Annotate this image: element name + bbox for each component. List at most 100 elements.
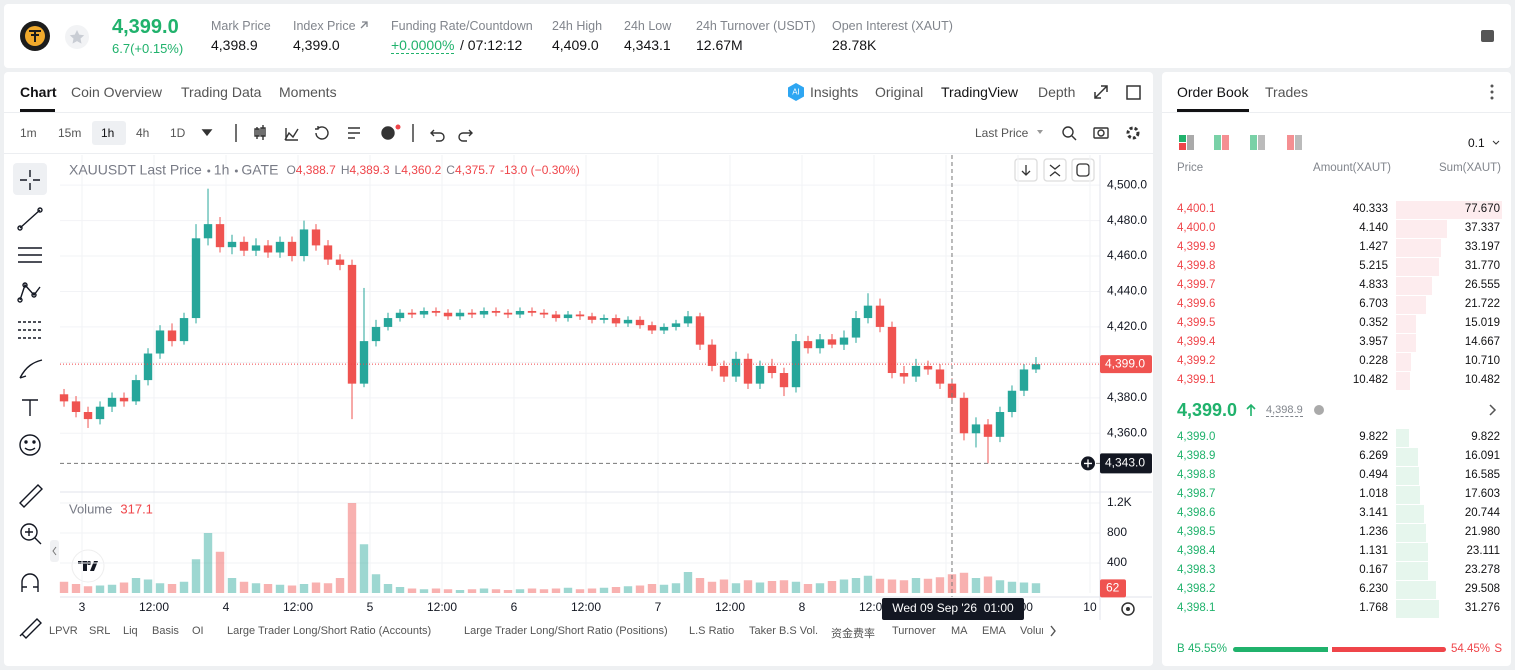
stat-label: 24h Low — [624, 19, 672, 33]
candle-body — [191, 238, 201, 319]
order-price[interactable]: 4,399.5 — [1177, 317, 1216, 329]
order-price[interactable]: 4,398.4 — [1177, 545, 1216, 557]
indicator-button[interactable]: Large Trader Long/Short Ratio (Positions… — [464, 625, 668, 637]
volume-bar — [179, 581, 189, 593]
order-price[interactable]: 4,398.3 — [1177, 564, 1216, 576]
chart-toolbar-icons[interactable] — [201, 124, 1140, 142]
order-price[interactable]: 4,400.1 — [1177, 203, 1216, 215]
indicator-button[interactable]: Large Trader Long/Short Ratio (Accounts) — [227, 625, 432, 637]
order-price[interactable]: 4,399.6 — [1177, 298, 1216, 310]
chart-tab[interactable]: Coin Overview — [71, 84, 163, 100]
view-tab[interactable]: Original — [875, 84, 924, 100]
maximize-button[interactable] — [1126, 85, 1141, 100]
symbol-price: 4,399.0 — [112, 16, 179, 38]
indicator-button[interactable]: OI — [192, 625, 204, 637]
interval-button[interactable]: 1m — [20, 126, 37, 140]
chart-overlay-buttons[interactable] — [1014, 158, 1095, 182]
volume-bar — [251, 583, 261, 593]
chart-tab[interactable]: Moments — [279, 84, 337, 100]
order-price[interactable]: 4,399.7 — [1177, 279, 1216, 291]
order-price[interactable]: 4,398.7 — [1177, 488, 1216, 500]
indicator-button[interactable]: 资金费率 — [831, 628, 875, 640]
depth-bar — [1396, 505, 1425, 523]
order-price[interactable]: 4,399.2 — [1177, 355, 1216, 367]
order-price[interactable]: 4,399.4 — [1177, 336, 1216, 348]
indicator-button[interactable]: LPVR — [49, 625, 78, 637]
indicator-button[interactable]: Basis — [152, 625, 179, 637]
candle-body — [431, 310, 441, 313]
fullscreen-button[interactable] — [1094, 85, 1108, 99]
tab-indicator — [20, 109, 55, 112]
favorite-button[interactable] — [65, 25, 89, 49]
view-tab[interactable]: TradingView — [941, 84, 1019, 100]
order-price[interactable]: 4,398.1 — [1177, 602, 1216, 614]
interval-button[interactable]: 15m — [58, 126, 82, 140]
interval-button[interactable]: 1h — [101, 126, 115, 140]
indicator-button[interactable]: Turnover — [892, 625, 936, 637]
volume-bar — [347, 503, 357, 593]
order-price[interactable]: 4,398.2 — [1177, 583, 1216, 595]
volume-bar — [827, 581, 837, 593]
external-link-icon[interactable] — [359, 20, 369, 30]
volume-bar — [83, 586, 93, 593]
volume-bar — [587, 588, 597, 593]
indicator-button[interactable]: L.S Ratio — [689, 625, 735, 637]
header-panel — [4, 4, 1511, 68]
stat-value: 4,409.0 — [552, 37, 599, 53]
order-amount: 0.167 — [1359, 564, 1388, 576]
order-price[interactable]: 4,399.8 — [1177, 260, 1216, 272]
order-sum: 26.555 — [1464, 279, 1500, 291]
drawing-tools[interactable] — [13, 163, 47, 639]
orderbook-layout-buttons[interactable] — [1179, 135, 1500, 150]
orderbook-tab[interactable]: Trades — [1265, 84, 1309, 100]
indicator-button[interactable]: Liq — [123, 625, 138, 637]
candle-body — [323, 245, 333, 260]
order-price[interactable]: 4,399.0 — [1177, 431, 1216, 443]
chart-tab[interactable]: Trading Data — [181, 84, 262, 100]
order-sum: 31.276 — [1464, 602, 1500, 614]
indicator-button[interactable]: Taker B.S Vol. — [749, 625, 819, 637]
order-price[interactable]: 4,398.8 — [1177, 469, 1216, 481]
volume-bar — [71, 584, 81, 593]
indicator-button[interactable]: Volume — [1020, 625, 1043, 637]
indicator-button[interactable]: EMA — [982, 625, 1006, 637]
volume-bar — [239, 581, 249, 593]
order-price[interactable]: 4,398.6 — [1177, 507, 1216, 519]
volume-bar — [467, 589, 477, 593]
order-price[interactable]: 4,399.1 — [1177, 374, 1216, 386]
interval-button[interactable]: 1D — [170, 126, 186, 140]
interval-button[interactable]: 4h — [136, 126, 150, 140]
price-source[interactable]: Last Price — [975, 126, 1029, 140]
candle-body — [995, 412, 1005, 437]
indicator-button[interactable]: SRL — [89, 625, 111, 637]
depth-bar — [1396, 334, 1417, 352]
view-tab[interactable]: Insights — [810, 84, 859, 100]
crosshair-price-label: 4,343.0 — [1105, 456, 1145, 470]
indicator-button[interactable]: MA — [951, 625, 968, 637]
collapse-button[interactable] — [50, 540, 59, 562]
candle-body — [119, 397, 129, 402]
candle-body — [287, 241, 297, 257]
order-price[interactable]: 4,398.9 — [1177, 450, 1216, 462]
order-sum: 15.019 — [1464, 317, 1500, 329]
candle-body — [95, 406, 105, 420]
orderbook-tab[interactable]: Order Book — [1177, 84, 1249, 100]
menu-icon[interactable] — [1481, 30, 1494, 42]
last-price-tag — [1100, 355, 1152, 374]
order-price[interactable]: 4,400.0 — [1177, 222, 1216, 234]
volume-bar — [1031, 583, 1041, 593]
order-price[interactable]: 4,399.9 — [1177, 241, 1216, 253]
volume-value: 317.1 — [120, 501, 153, 516]
order-price[interactable]: 4,398.5 — [1177, 526, 1216, 538]
view-tab[interactable]: Depth — [1038, 84, 1076, 100]
orderbook-menu[interactable] — [1490, 84, 1494, 100]
order-amount: 1.236 — [1359, 526, 1388, 538]
precision-select[interactable]: 0.1 — [1468, 136, 1485, 150]
candle-body — [755, 365, 765, 384]
chart-tab[interactable]: Chart — [20, 84, 57, 100]
settings-button[interactable] — [1121, 602, 1135, 616]
order-sum: 10.710 — [1464, 355, 1500, 367]
volume-bar — [395, 587, 405, 593]
candle-body — [731, 358, 741, 377]
candle-body — [299, 229, 309, 257]
